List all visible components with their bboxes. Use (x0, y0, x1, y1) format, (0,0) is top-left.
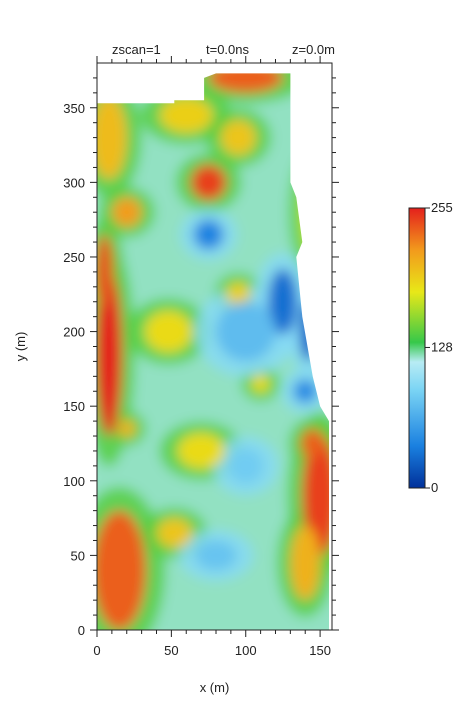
y-axis-label: y (m) (13, 332, 28, 362)
anomaly-core (227, 447, 264, 484)
anomaly-core (97, 95, 127, 180)
colorbar-tick-label: 128 (431, 339, 453, 354)
anomaly-core (268, 268, 298, 335)
y-tick-label: 50 (71, 548, 85, 563)
anomaly-core (190, 164, 227, 201)
anomaly-core (208, 73, 283, 93)
anomaly-core (299, 301, 318, 362)
colorbar-tick-label: 255 (431, 200, 453, 215)
anomaly-core (97, 271, 123, 437)
anomaly-core (300, 428, 325, 459)
x-axis-label: x (m) (200, 680, 230, 695)
y-tick-label: 200 (63, 325, 85, 340)
depth-label: z=0.0m (292, 42, 335, 57)
anomaly-core (302, 436, 329, 556)
y-tick-label: 0 (78, 623, 85, 638)
anomaly-core (290, 525, 321, 601)
anomaly-core (97, 510, 147, 630)
colorbar (408, 207, 426, 489)
x-axis-ticks: 0 50 100 150 (93, 56, 331, 658)
x-tick-label: 150 (309, 643, 331, 658)
anomaly-halo (288, 148, 329, 277)
time-label: t=0.0ns (206, 42, 250, 57)
colorbar-tick-label: 0 (431, 480, 438, 495)
y-tick-label: 300 (63, 175, 85, 190)
anomaly-core (193, 219, 224, 250)
y-tick-label: 250 (63, 250, 85, 265)
anomaly-core (159, 97, 214, 134)
y-axis-ticks: 0 50 100 150 200 250 300 350 (63, 77, 339, 638)
anomaly-core (195, 540, 237, 571)
anomaly-core (156, 518, 193, 548)
anomaly-core (97, 234, 114, 310)
zscan-label: zscan=1 (112, 42, 161, 57)
y-tick-label: 100 (63, 474, 85, 489)
x-tick-label: 50 (164, 643, 178, 658)
heatmap-field (97, 73, 329, 630)
anomaly-core (220, 119, 257, 156)
anomaly-core (144, 310, 193, 353)
anomaly-core (251, 374, 270, 393)
anomaly-core (215, 301, 276, 362)
anomaly-core (177, 433, 225, 469)
y-tick-label: 350 (63, 101, 85, 116)
anomaly-core (117, 419, 136, 438)
anomaly-core (111, 197, 142, 228)
y-tick-label: 150 (63, 399, 85, 414)
colorbar-ticks: 255 128 0 (425, 200, 453, 495)
anomaly-core (226, 282, 251, 307)
x-tick-label: 0 (93, 643, 100, 658)
x-tick-label: 100 (235, 643, 257, 658)
anomaly-core (300, 167, 325, 257)
anomaly-core (293, 379, 318, 404)
